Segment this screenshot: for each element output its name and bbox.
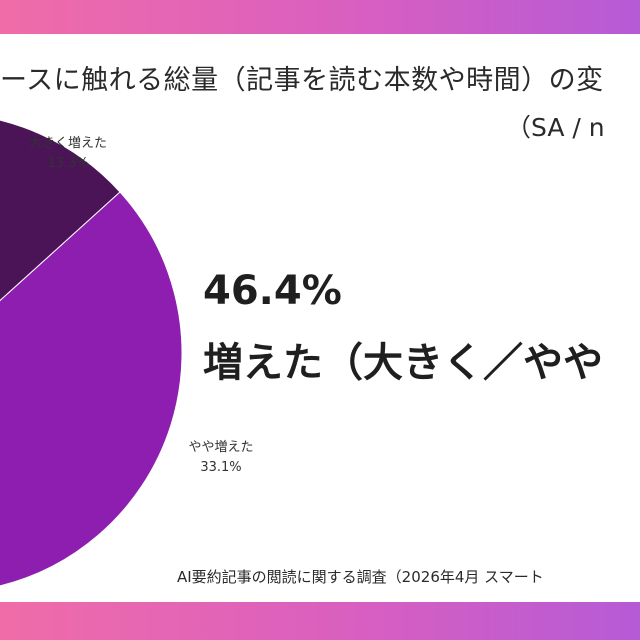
pie-slices bbox=[0, 119, 183, 587]
pie-labels: 大きく増えた 13.3% やや増えた 33.1% bbox=[29, 136, 254, 475]
slice-label-ookiku: 大きく増えた bbox=[29, 136, 107, 151]
source-footer: AI要約記事の閲読に関する調査（2026年4月 スマート bbox=[177, 568, 544, 586]
top-gradient-band bbox=[0, 0, 640, 34]
bottom-gradient-band bbox=[0, 602, 640, 640]
chart-subtitle: （SA / n bbox=[506, 113, 605, 142]
headline-label: 増えた（大きく／やや bbox=[203, 340, 603, 386]
headline-percentage: 46.4% bbox=[203, 268, 342, 314]
slice-value-yaya: 33.1% bbox=[200, 460, 241, 475]
pie-slice-0 bbox=[0, 119, 121, 302]
chart-title: ースに触れる総量（記事を読む本数や時間）の変 bbox=[0, 65, 604, 96]
slice-value-ookiku: 13.3% bbox=[47, 156, 88, 171]
slice-label-yaya: やや増えた bbox=[188, 440, 253, 455]
pie-slice-1 bbox=[0, 191, 183, 587]
